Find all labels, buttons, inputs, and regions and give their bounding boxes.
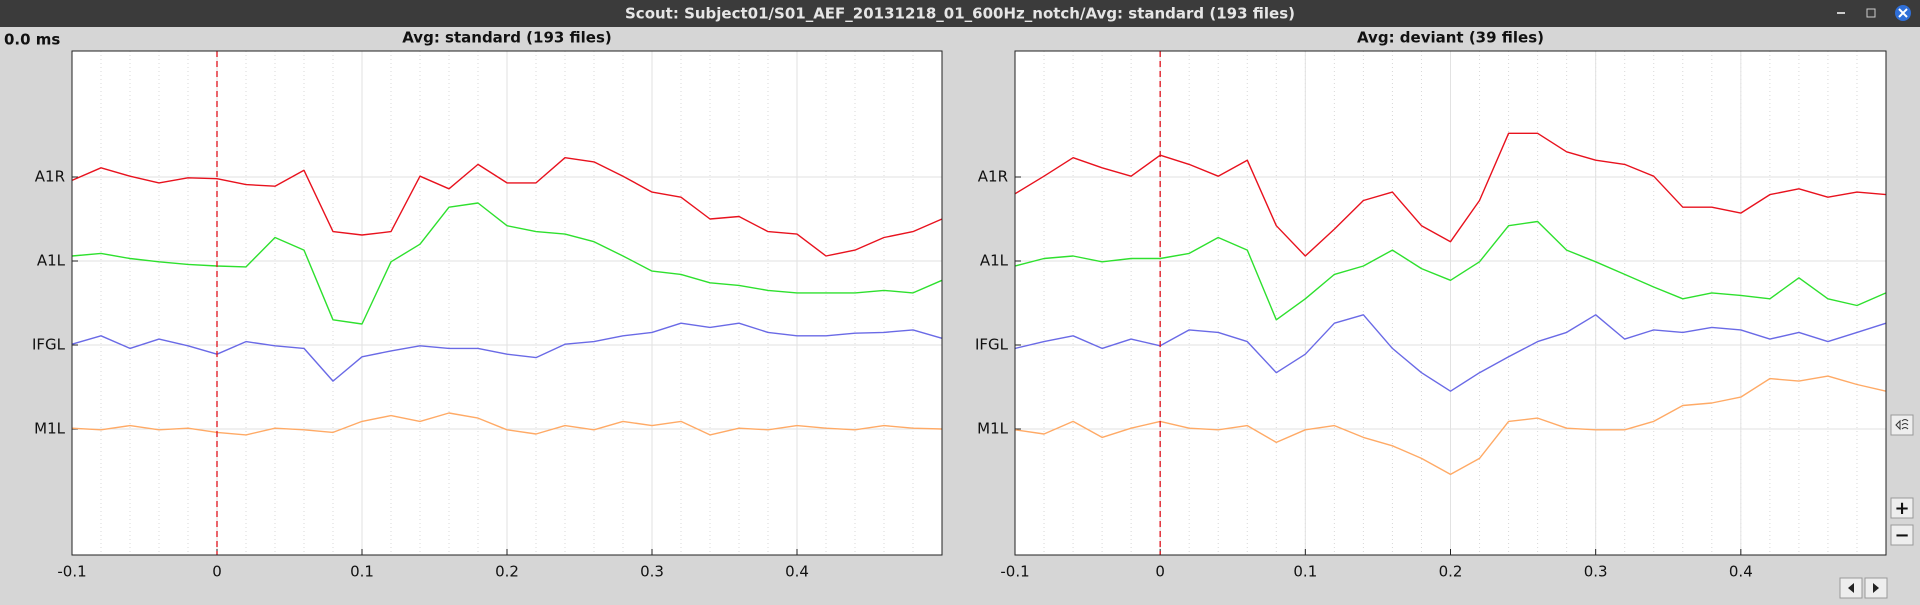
x-tick-label: 0 bbox=[1155, 563, 1165, 581]
y-tick-label: A1R bbox=[35, 168, 65, 186]
x-tick-label: 0 bbox=[212, 563, 222, 581]
next-icon bbox=[1873, 583, 1879, 593]
trace bbox=[71, 157, 943, 257]
zoom-out-label: − bbox=[1894, 525, 1909, 546]
plot-frame bbox=[71, 50, 943, 556]
x-tick-label: 0.3 bbox=[640, 563, 664, 581]
chart-title: Avg: deviant (39 files) bbox=[1357, 29, 1544, 47]
x-tick-label: 0.4 bbox=[785, 563, 809, 581]
zoom-in-button[interactable] bbox=[1890, 497, 1914, 519]
y-tick-label: IFGL bbox=[32, 336, 66, 354]
chart-title: Avg: standard (193 files) bbox=[402, 29, 612, 47]
y-tick-label: M1L bbox=[977, 420, 1008, 438]
y-tick-label: A1R bbox=[978, 168, 1008, 186]
maximize-button[interactable] bbox=[1866, 8, 1876, 18]
previous-icon bbox=[1848, 583, 1854, 593]
title-bar bbox=[0, 0, 1920, 27]
x-tick-label: 0.1 bbox=[350, 563, 374, 581]
y-tick-label: IFGL bbox=[975, 336, 1009, 354]
x-tick-label: 0.2 bbox=[1439, 563, 1463, 581]
close-icon bbox=[1898, 8, 1908, 18]
zoom-out-button[interactable] bbox=[1890, 524, 1914, 546]
time-label: 0.0 ms bbox=[4, 31, 60, 49]
y-tick-label: M1L bbox=[34, 420, 65, 438]
x-tick-label: 0.3 bbox=[1584, 563, 1608, 581]
display-mode-icon bbox=[1895, 419, 1909, 431]
x-tick-label: 0.1 bbox=[1293, 563, 1317, 581]
y-tick-label: A1L bbox=[37, 252, 66, 270]
y-tick-label: A1L bbox=[980, 252, 1009, 270]
window-title: Scout: Subject01/S01_AEF_20131218_01_600… bbox=[625, 5, 1295, 23]
trace bbox=[1014, 220, 1887, 321]
x-tick-label: -0.1 bbox=[57, 563, 86, 581]
x-tick-label: -0.1 bbox=[1000, 563, 1029, 581]
x-tick-label: 0.2 bbox=[495, 563, 519, 581]
x-tick-label: 0.4 bbox=[1729, 563, 1753, 581]
plot-frame bbox=[1014, 50, 1887, 556]
zoom-in-label: + bbox=[1894, 498, 1909, 519]
